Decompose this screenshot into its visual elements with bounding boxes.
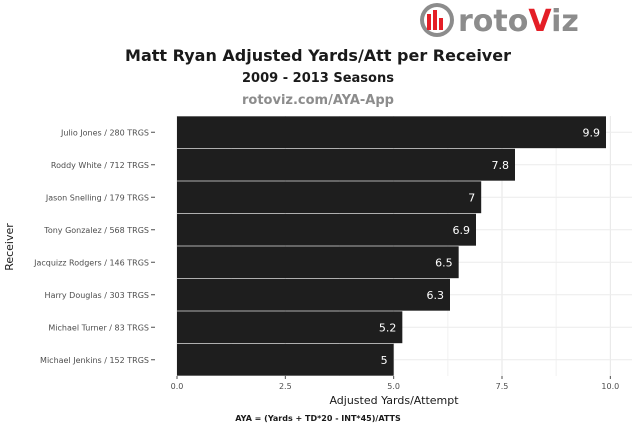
bar-value-label: 5.2 — [379, 321, 397, 334]
logo-text-main: roto — [458, 4, 528, 39]
y-tick-label: Julio Jones / 280 TRGS — [60, 128, 149, 137]
bar-value-label: 7 — [468, 191, 475, 204]
bar — [177, 116, 606, 149]
x-tick-label: 5.0 — [387, 382, 400, 391]
y-tick-label: Jason Snelling / 179 TRGS — [45, 193, 149, 202]
chart-source: rotoviz.com/AYA-App — [242, 93, 394, 108]
bar — [177, 311, 403, 344]
logo-text-accent: V — [528, 4, 552, 39]
y-tick-labels: Julio Jones / 280 TRGS Roddy White / 712 … — [33, 128, 155, 365]
bar — [177, 148, 515, 181]
x-tick-label: 10.0 — [601, 382, 619, 391]
y-tick-label: Michael Turner / 83 TRGS — [48, 323, 149, 332]
x-tick-labels: 0.0 2.5 5.0 7.5 10.0 — [171, 376, 619, 391]
chart-title: Matt Ryan Adjusted Yards/Att per Receive… — [125, 46, 511, 65]
bar — [177, 343, 394, 376]
y-axis-label: Receiver — [3, 223, 16, 271]
bar-value-label: 6.5 — [435, 256, 453, 269]
x-tick-label: 7.5 — [496, 382, 509, 391]
bar — [177, 213, 476, 246]
x-tick-label: 0.0 — [171, 382, 184, 391]
rotoviz-logo: rotoViz — [420, 3, 579, 39]
bar-value-label: 6.3 — [427, 289, 445, 302]
y-tick-label: Jacquizz Rodgers / 146 TRGS — [33, 258, 149, 267]
bar — [177, 181, 482, 214]
logo-bar-icon — [433, 10, 437, 30]
bar — [177, 278, 450, 311]
x-axis-label: Adjusted Yards/Attempt — [329, 394, 459, 407]
x-tick-label: 2.5 — [279, 382, 292, 391]
svg-text:rotoViz: rotoViz — [458, 4, 579, 39]
bar — [177, 246, 459, 279]
bar-value-label: 9.9 — [583, 126, 601, 139]
y-tick-label: Roddy White / 712 TRGS — [51, 161, 149, 170]
logo-bar-icon — [427, 14, 431, 30]
bar-value-label: 5 — [381, 354, 388, 367]
bars: 9.9 7.8 7 6.9 6.5 6.3 5.2 5 — [177, 116, 606, 376]
y-tick-label: Harry Douglas / 303 TRGS — [45, 291, 149, 300]
y-tick-label: Tony Gonzalez / 568 TRGS — [43, 226, 149, 235]
y-tick-label: Michael Jenkins / 152 TRGS — [40, 356, 149, 365]
bar-value-label: 7.8 — [492, 159, 510, 172]
logo-bar-icon — [439, 18, 443, 30]
bar-value-label: 6.9 — [453, 224, 471, 237]
footnote: AYA = (Yards + TD*20 - INT*45)/ATTS — [235, 414, 401, 423]
logo-text-tail: iz — [551, 4, 579, 39]
chart-subtitle: 2009 - 2013 Seasons — [242, 71, 394, 86]
